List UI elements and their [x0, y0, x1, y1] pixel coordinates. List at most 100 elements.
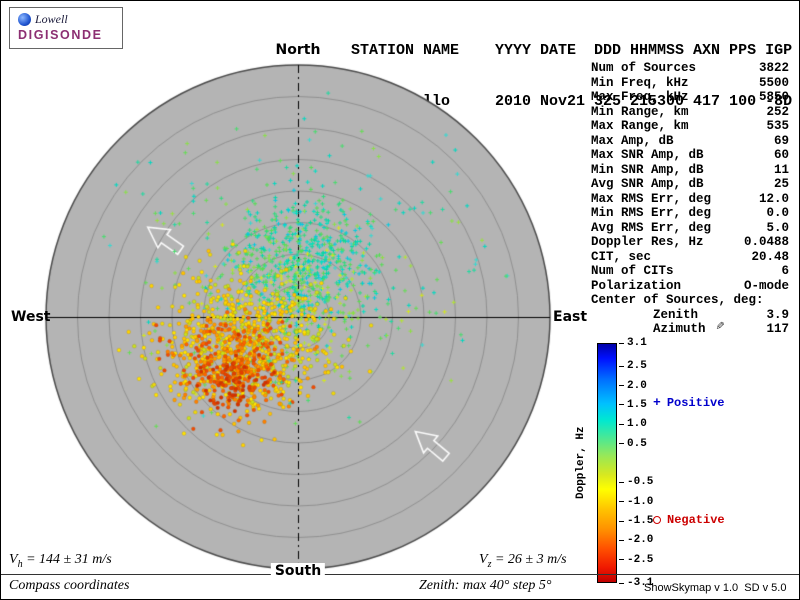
stat-value: 0.0488	[743, 235, 789, 249]
lowell-digisonde-logo: Lowell DIGISONDE	[9, 7, 123, 49]
vz-subscript: z	[487, 558, 492, 570]
stat-label: Max SNR Amp, dB	[591, 148, 704, 162]
skymap-plot[interactable]	[38, 57, 558, 577]
stat-value: 25	[773, 177, 789, 191]
vz-symbol: V	[479, 552, 488, 567]
stat-label: Min Freq, kHz	[591, 75, 689, 90]
stat-value: 535	[766, 119, 789, 133]
statistics-panel: Num of Sources 3822 Min Freq, kHz 5500 Max F…	[591, 61, 789, 337]
stat-label: Doppler Res, Hz	[591, 235, 704, 249]
colorbar-tick-2.0: 2.0	[619, 380, 647, 392]
stat-value: 3822	[758, 61, 789, 75]
compass-label-south: South	[270, 563, 326, 579]
stat-row-min-rms-err-deg: Min RMS Err, deg 0.0	[591, 206, 789, 221]
stat-row-max-range-km: Max Range, km 535	[591, 119, 789, 134]
stat-row-avg-snr-amp-db: Avg SNR Amp, dB 25	[591, 177, 789, 192]
vz-value: = 26 ± 3 m/s	[491, 552, 567, 567]
colorbar-tick-3.1: 3.1	[619, 337, 647, 349]
stat-value: 6	[781, 264, 789, 278]
doppler-colorbar	[597, 343, 617, 583]
stat-value: 5500	[758, 75, 789, 90]
stat-row-avg-rms-err-deg: Avg RMS Err, deg 5.0	[591, 221, 789, 236]
stat-label: Max RMS Err, deg	[591, 191, 712, 206]
plus-icon: +	[653, 395, 661, 410]
stat-row-cit-sec: CIT, sec 20.48	[591, 250, 789, 265]
stat-label: Azimuth	[653, 322, 706, 336]
coordinates-note: Compass coordinates	[9, 578, 130, 593]
logo-lowell-text: Lowell	[35, 12, 68, 26]
logo-digisonde-text: DIGISONDE	[18, 28, 103, 42]
stat-label: Max Amp, dB	[591, 133, 674, 148]
stat-value: 69	[773, 133, 789, 148]
vertical-velocity: Vz = 26 ± 3 m/s	[479, 552, 567, 570]
stat-row-min-range-km: Min Range, km 252	[591, 105, 789, 120]
stat-row-center-of-sources-deg: Center of Sources, deg:	[591, 293, 789, 308]
legend-negative: Negative	[653, 513, 725, 527]
stat-value: 11	[773, 162, 789, 177]
colorbar-ticks: 3.1 2.5 2.0 1.5 1.0 0.5 -0.5 -1.0 -1.5 -2.0 -2.5 -3…	[619, 337, 665, 589]
vh-value: = 144 ± 31 m/s	[22, 552, 112, 567]
colorbar-title: Doppler, Hz	[575, 426, 587, 500]
stat-row-azimuth: Azimuth 117	[591, 322, 789, 337]
colorbar-tick-1.0: 1.0	[619, 418, 647, 430]
stat-row-max-rms-err-deg: Max RMS Err, deg 12.0	[591, 192, 789, 207]
colorbar-tick--2.5: -2.5	[619, 554, 653, 566]
cursor-artifact-icon: ✎	[713, 320, 726, 331]
stat-label: Num of CITs	[591, 264, 674, 278]
vh-symbol: V	[9, 552, 18, 567]
zenith-range-note: Zenith: max 40° step 5°	[419, 578, 552, 593]
stat-label: Max Freq, kHz	[591, 90, 689, 104]
colorbar-tick-0.5: 0.5	[619, 438, 647, 450]
stat-value: 3.9	[766, 307, 789, 322]
stat-row-max-amp-db: Max Amp, dB 69	[591, 134, 789, 149]
colorbar-tick--1.0: -1.0	[619, 496, 653, 508]
stat-row-num-of-sources: Num of Sources 3822	[591, 61, 789, 76]
stat-label: Polarization	[591, 278, 682, 293]
legend-positive-label: Positive	[666, 395, 725, 410]
circle-icon	[653, 516, 661, 524]
stat-label: CIT, sec	[591, 249, 652, 264]
header-column-titles: STATION NAME YYYY DATE DDD HHMMSS AXN PP…	[351, 42, 793, 59]
globe-icon	[18, 13, 31, 26]
compass-label-east: East	[553, 309, 588, 325]
stat-value: 5.0	[766, 220, 789, 235]
stat-label: Avg RMS Err, deg	[591, 220, 712, 235]
legend-positive: + Positive	[653, 395, 724, 410]
horizontal-velocity: Vh = 144 ± 31 m/s	[9, 552, 112, 570]
stat-value: 0.0	[766, 206, 789, 220]
colorbar-tick-1.5: 1.5	[619, 399, 647, 411]
colorbar-tick-2.5: 2.5	[619, 360, 647, 372]
stat-row-doppler-res-hz: Doppler Res, Hz 0.0488	[591, 235, 789, 250]
stat-label: Avg SNR Amp, dB	[591, 177, 704, 191]
legend-negative-label: Negative	[667, 513, 725, 527]
stat-label: Center of Sources, deg:	[591, 293, 764, 307]
stat-row-max-snr-amp-db: Max SNR Amp, dB 60	[591, 148, 789, 163]
stat-label: Min SNR Amp, dB	[591, 162, 704, 177]
stat-value: O-mode	[743, 278, 789, 293]
stat-label: Zenith	[653, 307, 699, 322]
stat-row-max-freq-khz: Max Freq, kHz 5850	[591, 90, 789, 105]
stat-row-min-snr-amp-db: Min SNR Amp, dB 11	[591, 163, 789, 178]
stat-value: 117	[766, 322, 789, 336]
stat-row-zenith: Zenith 3.9	[591, 308, 789, 323]
stat-value: 252	[766, 104, 789, 119]
vh-subscript: h	[17, 558, 23, 570]
stat-value: 12.0	[758, 191, 789, 206]
compass-label-west: West	[11, 309, 51, 325]
logo-top-row: Lowell	[18, 12, 122, 27]
stat-label: Max Range, km	[591, 119, 689, 133]
footer-divider	[1, 574, 799, 575]
stat-row-min-freq-khz: Min Freq, kHz 5500	[591, 76, 789, 91]
stat-value: 20.48	[751, 249, 789, 264]
colorbar-tick--1.5: -1.5	[619, 515, 653, 527]
stat-label: Min RMS Err, deg	[591, 206, 712, 220]
compass-label-north: North	[275, 42, 321, 58]
version-text: ShowSkymap v 1.0 SD v 5.0	[644, 582, 787, 594]
stat-row-num-of-cits: Num of CITs 6	[591, 264, 789, 279]
stat-value: 5850	[758, 90, 789, 104]
colorbar-tick--3.1: -3.1	[619, 577, 653, 589]
stat-value: 60	[773, 148, 789, 162]
colorbar-tick--2.0: -2.0	[619, 534, 653, 546]
stat-label: Min Range, km	[591, 104, 689, 119]
